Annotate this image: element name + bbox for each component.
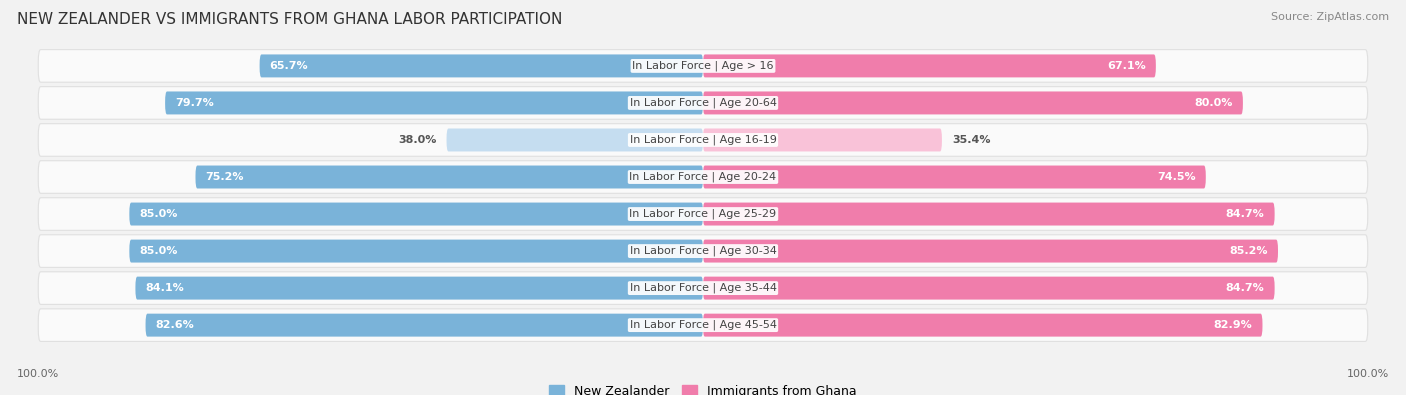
FancyBboxPatch shape <box>703 314 1263 337</box>
FancyBboxPatch shape <box>129 240 703 263</box>
Text: 84.7%: 84.7% <box>1226 209 1264 219</box>
Text: 84.1%: 84.1% <box>146 283 184 293</box>
FancyBboxPatch shape <box>38 198 1368 230</box>
Text: 38.0%: 38.0% <box>398 135 436 145</box>
Text: In Labor Force | Age > 16: In Labor Force | Age > 16 <box>633 61 773 71</box>
FancyBboxPatch shape <box>38 87 1368 119</box>
Text: 82.9%: 82.9% <box>1213 320 1253 330</box>
FancyBboxPatch shape <box>38 272 1368 305</box>
Text: In Labor Force | Age 35-44: In Labor Force | Age 35-44 <box>630 283 776 293</box>
FancyBboxPatch shape <box>38 161 1368 193</box>
FancyBboxPatch shape <box>195 166 703 188</box>
Text: 100.0%: 100.0% <box>1347 369 1389 379</box>
Text: 65.7%: 65.7% <box>270 61 308 71</box>
Text: 79.7%: 79.7% <box>176 98 214 108</box>
FancyBboxPatch shape <box>38 50 1368 82</box>
Text: 100.0%: 100.0% <box>17 369 59 379</box>
Text: Source: ZipAtlas.com: Source: ZipAtlas.com <box>1271 12 1389 22</box>
Text: 80.0%: 80.0% <box>1195 98 1233 108</box>
Text: 85.0%: 85.0% <box>139 209 177 219</box>
Text: In Labor Force | Age 16-19: In Labor Force | Age 16-19 <box>630 135 776 145</box>
Text: 75.2%: 75.2% <box>205 172 245 182</box>
Text: In Labor Force | Age 20-64: In Labor Force | Age 20-64 <box>630 98 776 108</box>
FancyBboxPatch shape <box>703 128 942 151</box>
Text: 35.4%: 35.4% <box>952 135 991 145</box>
Text: 67.1%: 67.1% <box>1107 61 1146 71</box>
Text: NEW ZEALANDER VS IMMIGRANTS FROM GHANA LABOR PARTICIPATION: NEW ZEALANDER VS IMMIGRANTS FROM GHANA L… <box>17 12 562 27</box>
Text: 85.2%: 85.2% <box>1229 246 1268 256</box>
FancyBboxPatch shape <box>703 92 1243 115</box>
FancyBboxPatch shape <box>38 235 1368 267</box>
FancyBboxPatch shape <box>129 203 703 226</box>
FancyBboxPatch shape <box>38 309 1368 341</box>
FancyBboxPatch shape <box>703 240 1278 263</box>
Text: In Labor Force | Age 25-29: In Labor Force | Age 25-29 <box>630 209 776 219</box>
FancyBboxPatch shape <box>447 128 703 151</box>
Text: In Labor Force | Age 20-24: In Labor Force | Age 20-24 <box>630 172 776 182</box>
FancyBboxPatch shape <box>703 55 1156 77</box>
FancyBboxPatch shape <box>135 276 703 299</box>
FancyBboxPatch shape <box>165 92 703 115</box>
FancyBboxPatch shape <box>703 203 1275 226</box>
Text: In Labor Force | Age 30-34: In Labor Force | Age 30-34 <box>630 246 776 256</box>
FancyBboxPatch shape <box>146 314 703 337</box>
FancyBboxPatch shape <box>703 166 1206 188</box>
FancyBboxPatch shape <box>703 276 1275 299</box>
Text: In Labor Force | Age 45-54: In Labor Force | Age 45-54 <box>630 320 776 330</box>
Text: 84.7%: 84.7% <box>1226 283 1264 293</box>
FancyBboxPatch shape <box>260 55 703 77</box>
FancyBboxPatch shape <box>38 124 1368 156</box>
Text: 82.6%: 82.6% <box>156 320 194 330</box>
Text: 85.0%: 85.0% <box>139 246 177 256</box>
Text: 74.5%: 74.5% <box>1157 172 1195 182</box>
Legend: New Zealander, Immigrants from Ghana: New Zealander, Immigrants from Ghana <box>544 380 862 395</box>
